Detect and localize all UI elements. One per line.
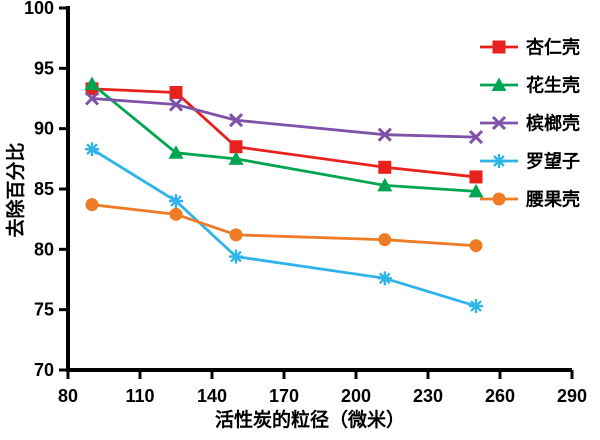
marker-x [168, 97, 184, 112]
marker-x [228, 113, 244, 128]
marker-asterisk [170, 195, 182, 207]
marker-asterisk [470, 300, 482, 312]
series-2 [84, 91, 484, 145]
series-4 [85, 198, 483, 253]
x-tick-label: 80 [58, 386, 78, 406]
y-axis-title: 去除百分比 [4, 142, 27, 237]
y-tick-label: 90 [34, 119, 54, 139]
marker-asterisk [230, 250, 242, 263]
y-tick-label: 85 [34, 179, 54, 199]
marker-x [84, 91, 100, 106]
marker-square [378, 160, 392, 174]
marker-circle [378, 233, 392, 247]
series-3 [85, 142, 483, 314]
x-tick-label: 260 [485, 386, 515, 406]
marker-square [169, 85, 183, 99]
marker-triangle [377, 177, 393, 192]
y-tick-label: 100 [24, 0, 54, 18]
x-tick-label: 140 [197, 386, 227, 406]
legend-label: 杏仁壳 [526, 37, 580, 58]
marker-x [468, 130, 484, 145]
marker-triangle [228, 151, 244, 165]
series-4-line [90, 203, 478, 248]
marker-x [377, 127, 392, 142]
marker-triangle [468, 183, 484, 198]
x-tick-label: 290 [557, 386, 587, 406]
series-3-line [90, 147, 478, 308]
legend-label: 腰果壳 [525, 189, 580, 210]
series-1 [84, 76, 484, 198]
x-axis-title: 活性炭的粒径（微米） [215, 408, 405, 431]
y-tick-label: 75 [34, 300, 54, 320]
y-tick-label: 80 [34, 239, 54, 259]
marker-circle [169, 207, 183, 221]
y-tick-label: 70 [34, 360, 54, 380]
marker-triangle [168, 145, 184, 159]
marker-asterisk [493, 155, 505, 167]
x-tick-label: 200 [341, 386, 371, 406]
marker-circle [469, 239, 483, 253]
legend-label: 花生壳 [526, 75, 580, 96]
marker-asterisk [378, 272, 391, 285]
marker-asterisk [86, 143, 98, 156]
marker-circle [229, 228, 243, 242]
legend-item-2: 槟榔壳 [480, 113, 580, 134]
marker-circle [85, 198, 99, 212]
legend-item-4: 腰果壳 [480, 189, 580, 210]
marker-square [229, 140, 243, 154]
x-tick-label: 170 [269, 386, 299, 406]
marker-circle [492, 192, 506, 206]
marker-square [469, 170, 483, 184]
legend-label: 罗望子 [526, 151, 580, 172]
legend-item-3: 罗望子 [480, 151, 580, 172]
legend-label: 槟榔壳 [526, 113, 580, 134]
marker-square [492, 40, 506, 54]
legend-item-0: 杏仁壳 [480, 37, 580, 58]
series-1-line [90, 82, 478, 193]
legend-item-1: 花生壳 [480, 75, 580, 96]
x-tick-label: 230 [413, 386, 443, 406]
marker-triangle [84, 76, 100, 91]
marker-triangle [491, 77, 507, 91]
marker-x [491, 115, 507, 131]
x-tick-label: 110 [125, 386, 154, 406]
y-tick-label: 95 [34, 58, 54, 78]
